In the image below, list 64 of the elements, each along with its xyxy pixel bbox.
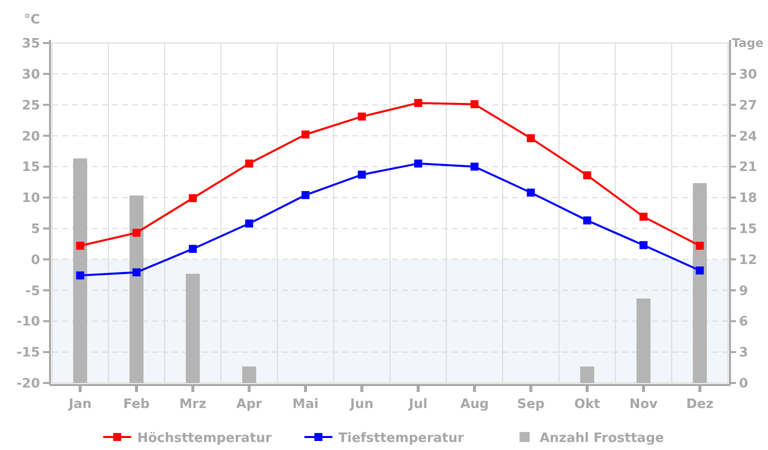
y-tick-label: 20 — [22, 129, 40, 144]
x-tick-label: Apr — [236, 397, 263, 412]
y-tick-label: 0 — [30, 252, 40, 268]
y2-axis-title: Tage — [732, 36, 764, 50]
point — [358, 170, 366, 179]
x-tick-label: Nov — [629, 397, 658, 412]
y2-tick-label: 0 — [739, 376, 748, 392]
x-tick-label: Okt — [574, 397, 600, 412]
y-tick-label: 10 — [22, 191, 40, 206]
x-tick-label: Dez — [686, 397, 714, 412]
y2-tick-label: 12 — [739, 252, 758, 268]
point — [132, 268, 140, 276]
point — [583, 171, 592, 180]
y2-tick-label: 24 — [739, 129, 758, 144]
point — [358, 112, 366, 121]
x-tick-label: Jan — [68, 397, 92, 412]
point — [640, 241, 648, 250]
point — [583, 216, 592, 224]
point — [414, 98, 422, 107]
y-tick-label: -15 — [16, 346, 40, 361]
legend-label: Höchsttemperatur — [137, 430, 272, 446]
y2-tick-label: 27 — [739, 98, 758, 114]
x-tick-label: Jun — [349, 397, 374, 412]
point — [470, 162, 478, 171]
y-tick-label: 5 — [30, 222, 40, 238]
point — [188, 244, 197, 253]
x-tick-label: Mai — [292, 397, 319, 412]
y2-tick-label: 21 — [739, 160, 758, 176]
y-tick-label: -20 — [16, 376, 40, 392]
y-tick-label: 15 — [22, 160, 40, 176]
point — [302, 191, 310, 200]
y-tick-label: 35 — [22, 36, 40, 52]
point — [414, 160, 422, 168]
x-tick-label: Jul — [408, 397, 428, 412]
x-tick-label: Mrz — [179, 397, 206, 412]
point — [470, 100, 478, 108]
point — [526, 134, 535, 142]
y2-tick-label: 15 — [739, 222, 758, 238]
y-tick-label: -10 — [16, 314, 40, 330]
point — [132, 228, 140, 237]
point — [245, 160, 254, 168]
y2-tick-label: 6 — [739, 314, 748, 330]
y2-tick-label: 18 — [739, 191, 758, 206]
y-tick-label: 25 — [22, 98, 40, 114]
x-tick-label: Aug — [460, 397, 489, 412]
x-tick-label: Feb — [123, 397, 150, 412]
point — [76, 242, 84, 250]
y-tick-label: 30 — [22, 67, 40, 82]
y2-tick-label: 9 — [739, 284, 748, 299]
point — [696, 242, 704, 250]
point — [245, 220, 254, 228]
y-tick-label: -5 — [26, 284, 40, 299]
y-axis-title: °C — [24, 12, 40, 28]
legend-label: Anzahl Frosttage — [540, 430, 664, 446]
point — [696, 266, 704, 274]
x-tick-label: Sep — [517, 397, 545, 412]
legend-label: Tiefsttemperatur — [338, 430, 464, 446]
point — [526, 188, 535, 197]
y2-tick-label: 3 — [739, 346, 748, 361]
point — [188, 194, 197, 202]
point — [640, 212, 648, 221]
point — [302, 130, 310, 138]
point — [76, 271, 84, 280]
y2-tick-label: 30 — [739, 67, 758, 82]
